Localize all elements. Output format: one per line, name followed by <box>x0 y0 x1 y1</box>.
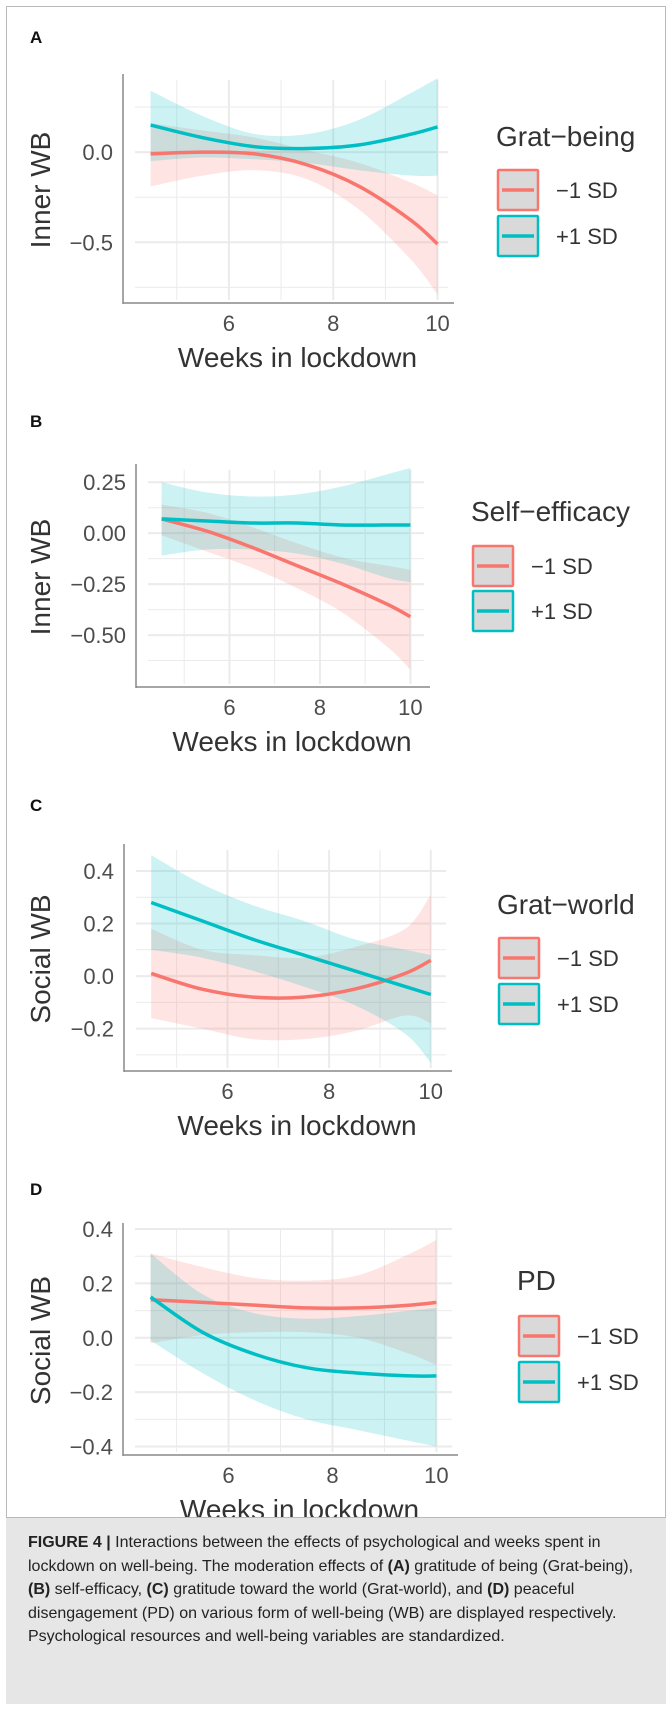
caption-panel-ref: (A) <box>387 1557 410 1575</box>
y-tick-label: 0.0 <box>83 964 114 989</box>
x-tick-label: 8 <box>323 1079 335 1104</box>
y-tick-label: 0.25 <box>83 470 126 495</box>
panel-letter: B <box>30 412 43 431</box>
legend-title: Grat−world <box>497 889 635 920</box>
x-tick-label: 6 <box>222 1463 234 1488</box>
legend-label: −1 SD <box>531 554 593 579</box>
y-tick-label: −0.2 <box>70 1380 113 1405</box>
legend-label: −1 SD <box>556 178 618 203</box>
x-tick-label: 10 <box>424 1463 448 1488</box>
x-axis-title: Weeks in lockdown <box>177 1110 416 1141</box>
caption-text: gratitude of being (Grat-being), <box>409 1557 634 1575</box>
y-tick-label: −0.50 <box>70 623 126 648</box>
legend-label: −1 SD <box>577 1324 639 1349</box>
y-tick-label: −0.4 <box>70 1435 113 1460</box>
confidence-band-minus-1sd <box>150 123 438 295</box>
confidence-band-plus-1sd <box>151 855 431 1063</box>
legend-label: +1 SD <box>557 992 619 1017</box>
y-tick-label: 0.2 <box>83 912 114 937</box>
x-tick-label: 10 <box>419 1079 443 1104</box>
confidence-band-minus-1sd <box>161 504 411 670</box>
x-axis-title: Weeks in lockdown <box>172 726 411 757</box>
y-tick-label: 0.0 <box>82 140 113 165</box>
caption-body: Interactions between the effects of psyc… <box>28 1534 633 1645</box>
y-axis-title: Social WB <box>25 894 56 1023</box>
caption-label: FIGURE 4 | <box>28 1534 111 1551</box>
caption-panel-ref: (D) <box>487 1581 510 1598</box>
y-tick-label: 0.0 <box>82 1326 113 1351</box>
panel-letter: A <box>30 28 43 47</box>
y-axis-title: Inner WB <box>25 132 56 249</box>
panel-letter: C <box>30 796 43 815</box>
x-axis-title: Weeks in lockdown <box>178 342 417 373</box>
chart-panel-a: 6 8 10 0.0 −0.5 Weeks in lockdown Inner WB Grat… <box>25 74 635 373</box>
caption-text: Interactions between the effects of psyc… <box>28 1534 601 1575</box>
caption-text: gratitude toward the world (Grat-world),… <box>168 1581 488 1598</box>
x-tick-label: 6 <box>223 311 235 336</box>
legend: Grat−being −1 SD +1 SD <box>496 121 635 258</box>
series-line-plus-1sd <box>150 900 432 997</box>
x-tick-label: 6 <box>223 695 235 720</box>
caption-text: self-efficacy, <box>50 1581 147 1598</box>
figure-caption: FIGURE 4 | Interactions between the effe… <box>28 1531 638 1649</box>
y-axis-title: Social WB <box>25 1276 56 1405</box>
confidence-band-minus-1sd <box>151 894 431 1041</box>
y-tick-label: 0.4 <box>82 1217 113 1242</box>
series-line-minus-1sd <box>150 1297 437 1310</box>
legend-label: +1 SD <box>531 599 593 624</box>
caption-panel-ref: (C) <box>146 1581 169 1598</box>
y-tick-label: 0.4 <box>83 859 114 884</box>
legend: PD −1 SD +1 SD <box>517 1265 639 1404</box>
grid <box>135 80 448 300</box>
confidence-band-minus-1sd <box>150 1239 437 1365</box>
legend-label: −1 SD <box>557 946 619 971</box>
series-line-minus-1sd <box>161 517 412 619</box>
x-tick-label: 6 <box>221 1079 233 1104</box>
x-tick-label: 10 <box>425 311 449 336</box>
series-line-plus-1sd <box>149 1295 437 1378</box>
confidence-band-plus-1sd <box>150 1253 437 1447</box>
grid <box>148 470 424 684</box>
legend-label: +1 SD <box>577 1370 639 1395</box>
y-tick-label: −0.2 <box>71 1017 114 1042</box>
x-tick-label: 8 <box>314 695 326 720</box>
grid <box>135 1228 452 1452</box>
y-tick-label: −0.25 <box>70 572 126 597</box>
legend-title: Grat−being <box>496 121 635 152</box>
y-tick-label: 0.00 <box>83 521 126 546</box>
x-tick-label: 8 <box>326 1463 338 1488</box>
series-line-plus-1sd <box>150 123 439 151</box>
y-tick-label: 0.2 <box>82 1271 113 1296</box>
series-line-minus-1sd <box>150 958 432 1000</box>
panel-letter: D <box>30 1180 43 1199</box>
legend: Self−efficacy −1 SD +1 SD <box>471 496 630 633</box>
caption-box <box>6 1517 666 1704</box>
legend: Grat−world −1 SD +1 SD <box>497 889 635 1026</box>
legend-label: +1 SD <box>556 224 618 249</box>
x-tick-label: 8 <box>327 311 339 336</box>
caption-text: peaceful disengagement (PD) on various f… <box>28 1581 617 1645</box>
chart-panel-b: 6 8 10 0.25 0.00 −0.25 −0.50 Weeks in lockdown I… <box>25 464 630 757</box>
legend-title: PD <box>517 1265 556 1296</box>
confidence-band-plus-1sd <box>161 468 411 583</box>
chart-panel-c: 6 8 10 0.4 0.2 0.0 −0.2 Weeks in lockdown Social… <box>25 844 635 1141</box>
caption-panel-ref: (B) <box>28 1581 51 1598</box>
y-tick-label: −0.5 <box>70 230 113 255</box>
series-line-plus-1sd <box>161 517 411 527</box>
legend-title: Self−efficacy <box>471 496 630 527</box>
y-axis-title: Inner WB <box>25 519 56 636</box>
x-tick-label: 10 <box>398 695 422 720</box>
grid <box>136 850 446 1068</box>
series-line-minus-1sd <box>150 150 439 246</box>
